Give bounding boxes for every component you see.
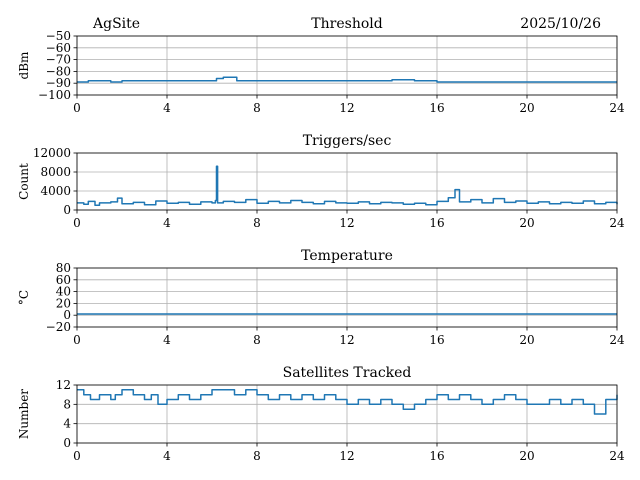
satellites-xtick-label-3: 12	[339, 449, 354, 463]
triggers-xtick-label-2: 8	[253, 216, 261, 230]
satellites-chart: 0 4 8 12 16 20 24 12 8 4 0 Satellites Tracked Number	[17, 365, 625, 463]
threshold-xtick-label-5: 20	[519, 101, 534, 115]
temperature-title: Temperature	[301, 248, 393, 264]
satellites-xtick-label-0: 0	[73, 449, 81, 463]
satellites-ytick-label-3: 0	[63, 436, 71, 450]
satellites-ytick-label-1: 8	[63, 397, 71, 411]
threshold-ytick-label-0: −50	[46, 29, 71, 43]
threshold-ytick-label-1: −60	[46, 41, 71, 55]
triggers-series-line	[77, 165, 618, 207]
temperature-ytick-label-1: 60	[56, 273, 71, 287]
threshold-xtick-label-0: 0	[73, 101, 81, 115]
satellites-title: Satellites Tracked	[283, 365, 412, 381]
threshold-series-line	[77, 76, 617, 83]
temperature-xtick-label-1: 4	[163, 333, 171, 347]
temperature-xtick-label-2: 8	[253, 333, 261, 347]
triggers-chart: 0 4 8 12 16 20 24 12000 8000 4000 0 Triggers/sec Cou…	[17, 133, 625, 230]
triggers-xtick-label-5: 20	[519, 216, 534, 230]
temperature-xtick-label-4: 16	[429, 333, 444, 347]
satellites-xtick-label-6: 24	[609, 449, 625, 463]
threshold-xtick-label-2: 8	[253, 101, 261, 115]
satellites-ylabel: Number	[17, 389, 31, 439]
triggers-xtick-label-0: 0	[73, 216, 81, 230]
date-label: 2025/10/26	[520, 16, 601, 32]
threshold-ytick-label-2: −70	[46, 53, 71, 67]
threshold-xtick-label-1: 4	[163, 101, 171, 115]
temperature-ytick-label-4: 0	[63, 308, 71, 322]
triggers-xtick-label-1: 4	[163, 216, 171, 230]
temperature-xtick-label-6: 24	[609, 333, 625, 347]
satellites-ytick-label-0: 12	[56, 378, 71, 392]
triggers-ytick-label-3: 0	[63, 203, 71, 217]
triggers-ytick-label-0: 12000	[33, 146, 71, 160]
threshold-ytick-label-3: −80	[46, 64, 71, 78]
satellites-xtick-label-5: 20	[519, 449, 534, 463]
temperature-ylabel: °C	[17, 290, 31, 305]
threshold-ytick-label-4: −90	[46, 76, 71, 90]
temperature-ytick-label-3: 20	[56, 296, 71, 310]
threshold-ylabel: dBm	[17, 51, 31, 80]
threshold-xtick-label-4: 16	[429, 101, 444, 115]
triggers-ytick-label-2: 4000	[40, 184, 71, 198]
satellites-xtick-label-2: 8	[253, 449, 261, 463]
threshold-title: Threshold	[311, 16, 382, 32]
triggers-ylabel: Count	[17, 163, 31, 200]
site-label: AgSite	[92, 16, 140, 32]
temperature-ytick-label-5: −20	[46, 320, 71, 334]
threshold-xtick-label-6: 24	[609, 101, 625, 115]
satellites-xtick-label-1: 4	[163, 449, 171, 463]
satellites-series-line	[77, 389, 618, 415]
triggers-xtick-label-4: 16	[429, 216, 444, 230]
threshold-ytick-label-5: −100	[38, 88, 71, 102]
triggers-title: Triggers/sec	[303, 133, 392, 149]
threshold-xtick-label-3: 12	[339, 101, 354, 115]
threshold-chart: 0 4 8 12 16 20 24 −50−60−70−80−90−100 Threshold d…	[17, 16, 625, 115]
temperature-xtick-label-0: 0	[73, 333, 81, 347]
temperature-xtick-label-5: 20	[519, 333, 534, 347]
triggers-ytick-label-1: 8000	[40, 165, 71, 179]
triggers-xtick-label-6: 24	[609, 216, 625, 230]
temperature-xtick-label-3: 12	[339, 333, 354, 347]
satellites-xtick-label-4: 16	[429, 449, 444, 463]
triggers-xtick-label-3: 12	[339, 216, 354, 230]
temperature-ytick-label-2: 40	[56, 285, 71, 299]
temperature-ytick-label-0: 80	[56, 261, 71, 275]
satellites-ytick-label-2: 4	[63, 417, 71, 431]
